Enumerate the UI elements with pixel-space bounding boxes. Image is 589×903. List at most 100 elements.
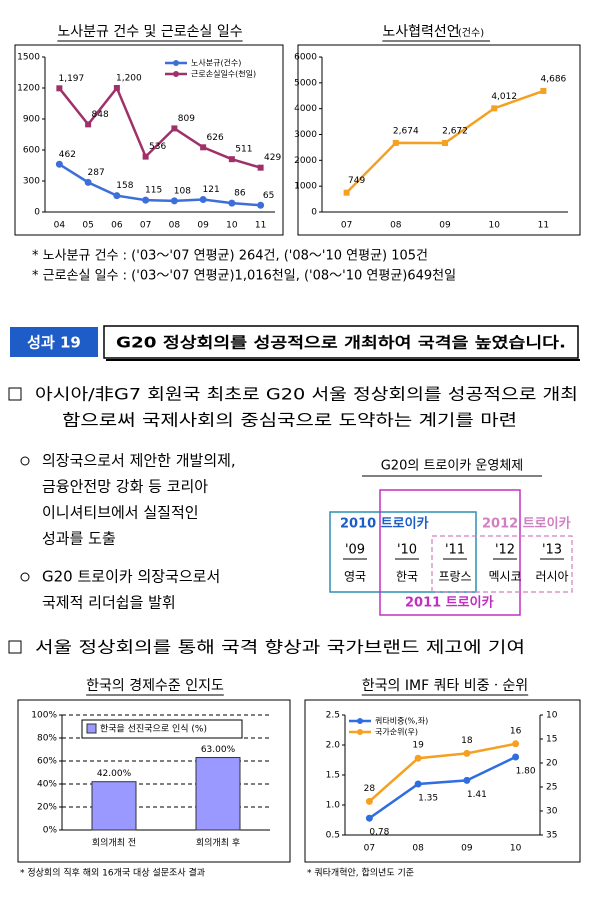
marker <box>365 814 373 822</box>
x-tick-label: 회의개최 후 <box>196 838 240 849</box>
y-tick-label: 20% <box>37 803 57 813</box>
x-tick-label: 09 <box>197 221 209 231</box>
value-label: 462 <box>59 150 76 160</box>
marker <box>84 178 92 186</box>
marker <box>142 153 149 160</box>
bar <box>195 757 241 831</box>
legend-label: 노사분규(건수) <box>191 58 241 68</box>
chart-note: * 쿼타개혁안, 합의년도 기준 <box>307 868 414 879</box>
bullet <box>20 456 30 466</box>
chart-title: 한국의 IMF 쿼타 비중ㆍ순위 <box>362 678 528 694</box>
value-label: 18 <box>461 736 473 746</box>
bullet-line: 국제적 리더쉽을 발휘 <box>42 594 176 612</box>
legend-marker <box>173 71 179 77</box>
y-tick-label: 1.5 <box>326 771 340 781</box>
value-label: 19 <box>412 741 424 751</box>
value-label: 1.41 <box>467 790 487 800</box>
value-label: 4,012 <box>491 92 517 102</box>
troika-year: '10 <box>397 543 417 558</box>
marker <box>85 121 92 128</box>
value-label: 2,672 <box>442 126 468 136</box>
y2-tick-label: 35 <box>546 831 557 841</box>
troika-group: 2011 트로이카 <box>405 595 494 611</box>
series-line <box>368 742 516 803</box>
series-line <box>58 85 261 169</box>
marker <box>257 164 264 171</box>
x-tick-label: 회의개최 전 <box>92 838 136 849</box>
value-label: 2,674 <box>393 126 419 136</box>
marker <box>142 196 150 204</box>
legend-label: 국가순위(우) <box>375 728 418 737</box>
x-tick-label: 04 <box>54 221 66 231</box>
x-tick-label: 11 <box>255 221 266 231</box>
marker <box>56 85 63 92</box>
value-label: 42.00% <box>97 769 132 779</box>
chart-frame <box>17 699 291 863</box>
x-tick-label: 08 <box>412 844 424 854</box>
headline-box <box>103 325 579 359</box>
marker <box>442 139 448 146</box>
y-tick-label: 0.5 <box>326 831 340 841</box>
value-label: 1.35 <box>418 794 438 804</box>
marker <box>257 201 265 209</box>
series-line <box>58 163 261 207</box>
y-tick-label: 3000 <box>294 130 317 140</box>
bullet <box>20 572 30 582</box>
marker <box>512 753 520 761</box>
y2-tick-label: 15 <box>546 735 557 745</box>
paragraph-line: 아시아/非G7 회원국 최초로 G20 서울 정상회의를 성공적으로 개최 <box>35 385 578 404</box>
troika-2012 <box>431 535 573 593</box>
x-tick-label: 06 <box>111 221 123 231</box>
note: * 근로손실 일수 : ('03～'07 연평균)1,016천일, ('08～'… <box>32 269 456 284</box>
x-tick-label: 10 <box>226 221 238 231</box>
badge <box>10 327 98 357</box>
y-tick-label: 100% <box>31 711 57 721</box>
bullet-line: 성과를 도출 <box>42 530 116 548</box>
badge-text: 성과 19 <box>27 334 81 352</box>
value-label: 115 <box>145 186 162 196</box>
troika-country: 멕시코 <box>488 570 521 584</box>
value-label: 63.00% <box>201 745 236 755</box>
y-tick-label: 1000 <box>294 182 317 192</box>
chart-title: 한국의 경제수준 인지도 <box>86 678 224 694</box>
marker <box>463 776 471 784</box>
value-label: 16 <box>510 726 522 736</box>
value-label: 287 <box>88 168 105 178</box>
marker <box>491 105 498 112</box>
value-label: 1,200 <box>116 74 142 84</box>
troika-2010 <box>329 511 477 593</box>
bullet-line: 금융안전망 강화 등 코리아 <box>42 478 208 496</box>
troika-year: '12 <box>495 543 515 558</box>
value-label: 809 <box>178 114 195 124</box>
troika-group: 2012 트로이카 <box>482 516 571 532</box>
y-tick-label: 900 <box>23 115 40 125</box>
bullet-line: 의장국으로서 제안한 개발의제, <box>42 452 236 470</box>
value-label: 848 <box>92 110 109 120</box>
bullet-line: G20 트로이카 의장국으로서 <box>42 568 220 586</box>
y-tick-label: 6000 <box>294 53 317 63</box>
marker <box>113 192 121 200</box>
x-tick-label: 07 <box>341 221 352 231</box>
y-tick-label: 60% <box>37 757 57 767</box>
marker <box>228 156 235 163</box>
x-tick-label: 07 <box>364 844 375 854</box>
note: * 노사분규 건수 : ('03～'07 연평균) 264건, ('08～'10… <box>32 249 428 264</box>
marker <box>170 197 178 205</box>
chart-frame <box>297 44 581 236</box>
troika-title: G20의 트로이카 운영체제 <box>381 459 524 474</box>
bullet-line: 이니셔티브에서 실질적인 <box>42 504 199 522</box>
y2-tick-label: 10 <box>546 711 558 721</box>
marker <box>171 125 178 132</box>
y-tick-label: 2000 <box>294 156 317 166</box>
marker <box>200 144 207 151</box>
value-label: 1.80 <box>516 767 536 777</box>
checkbox <box>8 387 22 401</box>
y-tick-label: 80% <box>37 734 57 744</box>
value-label: 4,686 <box>541 74 567 84</box>
troika-2011 <box>379 489 521 616</box>
marker <box>414 780 422 788</box>
y-tick-label: 1500 <box>17 53 40 63</box>
value-label: 65 <box>263 191 274 201</box>
y2-tick-label: 25 <box>546 783 557 793</box>
value-label: 1,197 <box>58 74 84 84</box>
